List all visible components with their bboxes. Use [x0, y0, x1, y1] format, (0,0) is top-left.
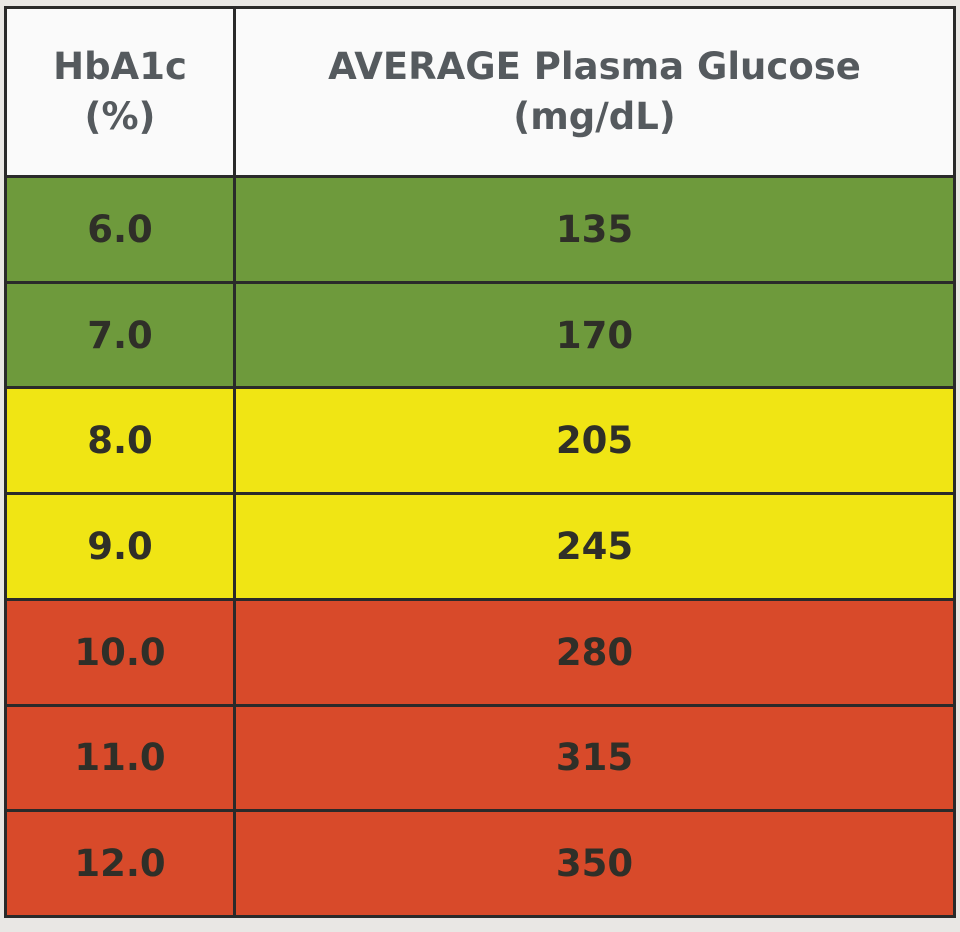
glucose-cell: 135 — [233, 175, 956, 284]
table-row: 6.0 135 — [4, 175, 956, 284]
glucose-cell: 280 — [233, 597, 956, 707]
hba1c-glucose-table: HbA1c (%) AVERAGE Plasma Glucose (mg/dL)… — [4, 6, 956, 918]
header-hba1c: HbA1c (%) — [4, 6, 236, 178]
header-hba1c-line1: HbA1c — [53, 45, 187, 88]
hba1c-cell: 8.0 — [4, 386, 236, 496]
table-row: 11.0 315 — [4, 703, 956, 813]
hba1c-cell: 12.0 — [4, 809, 236, 918]
glucose-cell: 170 — [233, 280, 956, 390]
table-row: 9.0 245 — [4, 492, 956, 601]
header-glucose-line2: (mg/dL) — [513, 95, 676, 138]
hba1c-cell: 10.0 — [4, 597, 236, 707]
glucose-cell: 205 — [233, 386, 956, 496]
hba1c-cell: 7.0 — [4, 280, 236, 390]
hba1c-cell: 9.0 — [4, 492, 236, 601]
table-row: 12.0 350 — [4, 809, 956, 918]
header-glucose-line1: AVERAGE Plasma Glucose — [328, 45, 861, 88]
header-row: HbA1c (%) AVERAGE Plasma Glucose (mg/dL) — [4, 6, 956, 178]
header-hba1c-line2: (%) — [84, 95, 156, 138]
glucose-cell: 315 — [233, 703, 956, 813]
hba1c-cell: 6.0 — [4, 175, 236, 284]
table-row: 8.0 205 — [4, 386, 956, 496]
header-glucose: AVERAGE Plasma Glucose (mg/dL) — [233, 6, 956, 178]
hba1c-cell: 11.0 — [4, 703, 236, 813]
glucose-cell: 350 — [233, 809, 956, 918]
table-row: 7.0 170 — [4, 280, 956, 390]
glucose-cell: 245 — [233, 492, 956, 601]
table-row: 10.0 280 — [4, 597, 956, 707]
